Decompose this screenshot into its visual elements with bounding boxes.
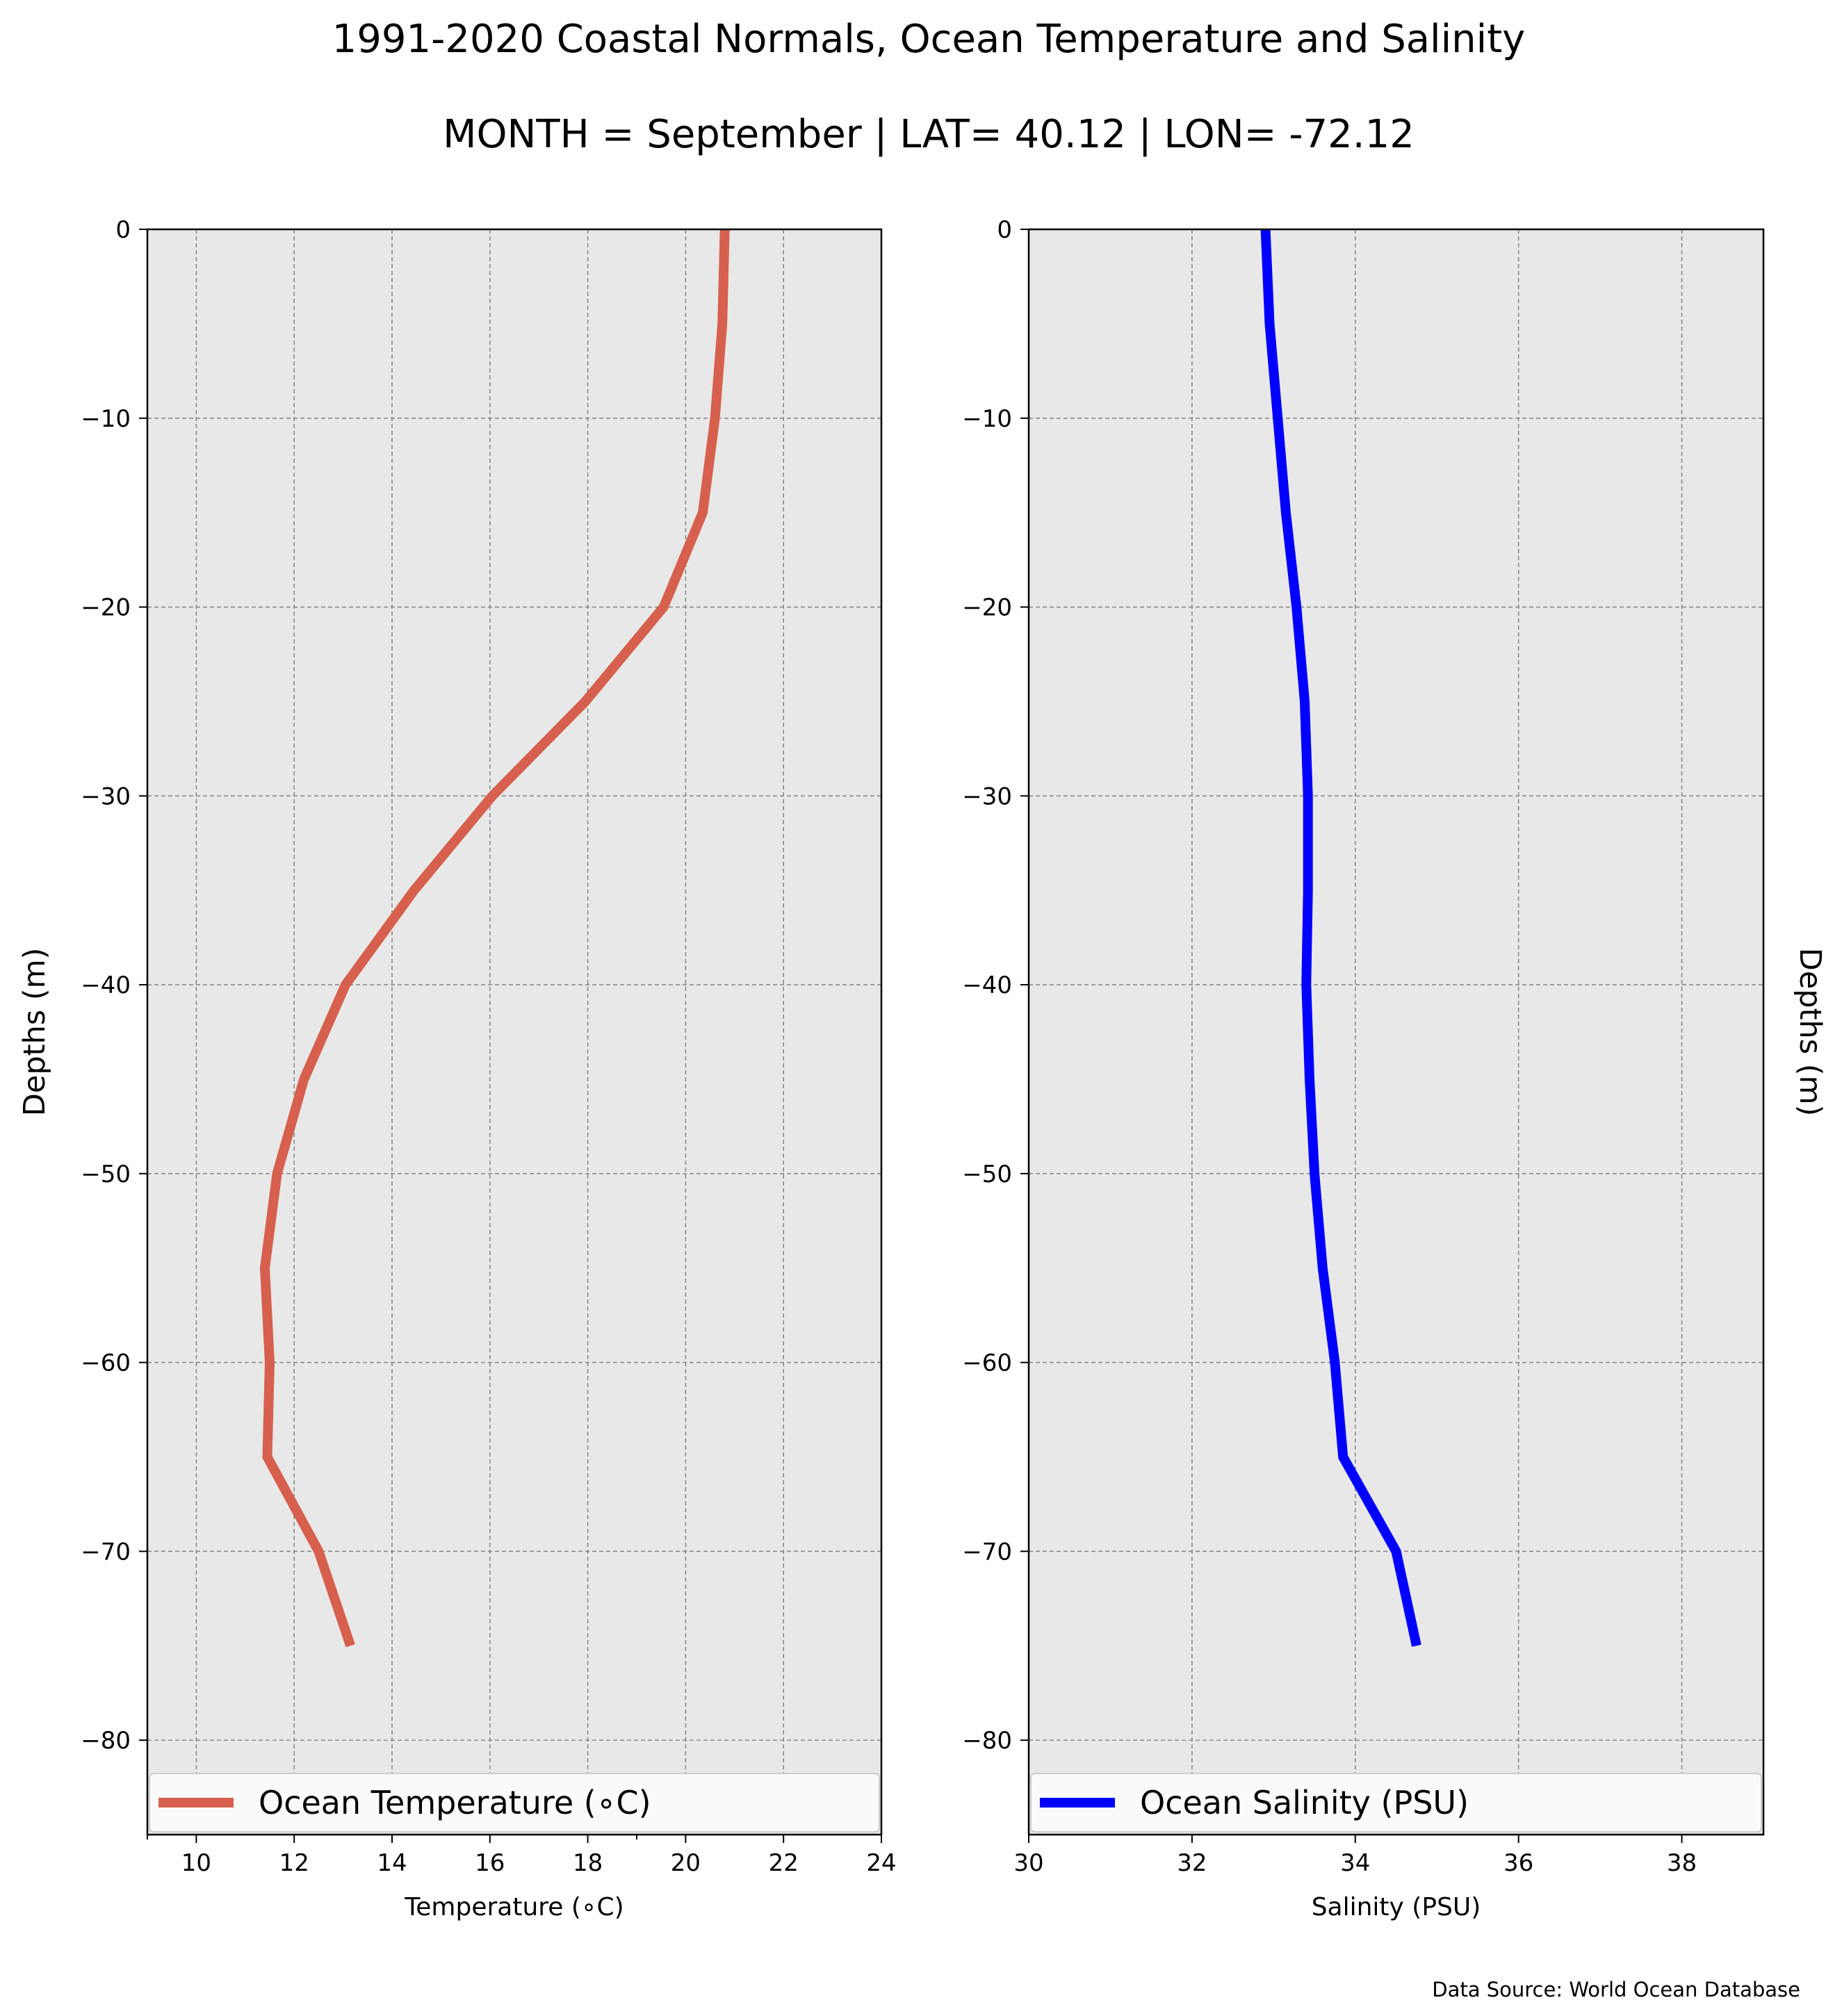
temperature-y-tick-label: −80 — [81, 1727, 131, 1755]
temperature-series-line — [259, 229, 730, 1648]
salinity-legend-label: Ocean Salinity (PSU) — [1140, 1784, 1469, 1821]
temperature-panel: Ocean Temperature (∘C) 10 12 14 16 18 20 22 24 0 −… — [17, 216, 897, 1921]
salinity-y-tick-label: −80 — [962, 1727, 1012, 1755]
temperature-x-tick-label: 20 — [671, 1849, 701, 1877]
temperature-x-tick-label: 12 — [279, 1849, 309, 1877]
salinity-x-tick-label: 30 — [1013, 1849, 1043, 1877]
salinity-x-tick-label: 32 — [1177, 1849, 1207, 1877]
temperature-axes-frame — [146, 228, 883, 1836]
salinity-y-tick-label: −50 — [962, 1161, 1012, 1188]
salinity-y-tick-label: −70 — [962, 1538, 1012, 1566]
salinity-x-tick-label: 36 — [1503, 1849, 1533, 1877]
salinity-x-axis-label: Salinity (PSU) — [1312, 1893, 1481, 1921]
salinity-y-axis-label: Depths (m) — [1793, 948, 1827, 1116]
salinity-axes-frame — [1027, 228, 1765, 1836]
salinity-y-tick-label: −40 — [962, 972, 1012, 999]
salinity-y-tick-label: 0 — [997, 216, 1012, 244]
data-source-note: Data Source: World Ocean Database — [1432, 1978, 1800, 2001]
temperature-plot-area — [147, 229, 881, 1835]
temperature-y-tick-label: −30 — [81, 782, 131, 810]
salinity-series-line — [1260, 229, 1421, 1647]
salinity-x-tick-label: 34 — [1340, 1849, 1370, 1877]
salinity-legend — [1030, 1773, 1762, 1833]
temperature-x-tick-label: 10 — [181, 1849, 211, 1877]
salinity-y-tick-label: −10 — [962, 405, 1012, 433]
figure-title: 1991-2020 Coastal Normals, Ocean Tempera… — [332, 17, 1526, 62]
salinity-y-tick-label: −60 — [962, 1350, 1012, 1377]
temperature-x-tick-label: 22 — [769, 1849, 799, 1877]
salinity-x-tick-label: 38 — [1667, 1849, 1697, 1877]
temperature-x-axis-label: Temperature (∘C) — [404, 1893, 623, 1921]
temperature-x-tick-label: 14 — [377, 1849, 407, 1877]
temperature-y-tick-label: −70 — [81, 1538, 131, 1566]
temperature-y-tick-label: −50 — [81, 1161, 131, 1188]
temperature-x-tick-label: 18 — [573, 1849, 603, 1877]
temperature-y-tick-label: −60 — [81, 1350, 131, 1377]
temperature-y-tick-label: −10 — [81, 405, 131, 433]
figure-subtitle: MONTH = September | LAT= 40.12 | LON= -7… — [443, 112, 1415, 157]
temperature-x-tick-label: 24 — [866, 1849, 896, 1877]
salinity-panel: Ocean Salinity (PSU) 30 32 34 36 38 0 −10 −20 −30… — [962, 216, 1827, 1921]
temperature-legend-label: Ocean Temperature (∘C) — [259, 1784, 651, 1821]
temperature-y-tick-label: −40 — [81, 972, 131, 999]
temperature-y-tick-label: 0 — [115, 216, 131, 244]
temperature-y-tick-label: −20 — [81, 594, 131, 622]
temperature-legend — [149, 1773, 880, 1833]
salinity-y-tick-label: −30 — [962, 782, 1012, 810]
temperature-x-tick-label: 16 — [475, 1849, 505, 1877]
salinity-y-tick-label: −20 — [962, 594, 1012, 622]
temperature-y-axis-label: Depths (m) — [17, 948, 52, 1116]
salinity-plot-area — [1029, 229, 1763, 1835]
